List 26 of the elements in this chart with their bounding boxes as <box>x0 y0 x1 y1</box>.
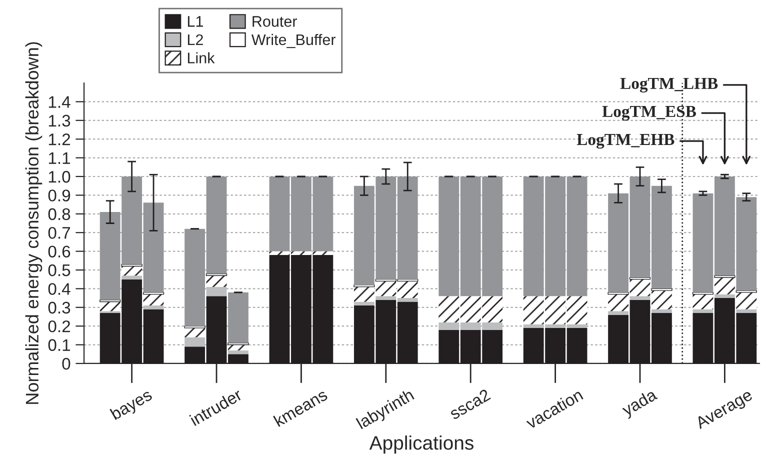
x-tick-label: yada <box>620 388 660 420</box>
y-tick-label: 1.4 <box>48 96 70 108</box>
y-tick-label: 0.3 <box>48 302 70 314</box>
y-tick-label: 1.2 <box>48 134 70 146</box>
legend-label: Router <box>252 16 298 27</box>
annotation: LogTM_LHB <box>620 78 718 93</box>
y-tick-label: 0.8 <box>48 208 70 220</box>
y-tick-label: 0.4 <box>48 283 70 295</box>
y-tick-label: 1.3 <box>48 114 70 127</box>
y-tick-label: 0.7 <box>48 226 70 239</box>
legend-label: L1 <box>188 16 203 27</box>
annotation: LogTM_ESB <box>602 106 696 121</box>
legend-label: L2 <box>188 34 203 45</box>
x-axis-title: Applications <box>369 436 474 454</box>
y-tick-label: 0.5 <box>48 264 70 276</box>
y-tick-label: 0.2 <box>48 320 70 332</box>
y-tick-label: 1.1 <box>48 152 70 164</box>
legend-label: Link <box>188 52 215 64</box>
y-tick-label: 0.9 <box>48 190 70 202</box>
legend-label: Write_Buffer <box>251 34 336 48</box>
annotation: LogTM_EHB <box>576 134 674 149</box>
y-tick-label: 0 <box>62 358 70 370</box>
y-tick-label: 0.1 <box>48 339 70 351</box>
y-tick-label: 0.6 <box>48 246 70 258</box>
y-tick-label: 1.0 <box>48 170 70 183</box>
y-axis-title: Normalized energy consumption (breakdown) <box>25 42 42 404</box>
